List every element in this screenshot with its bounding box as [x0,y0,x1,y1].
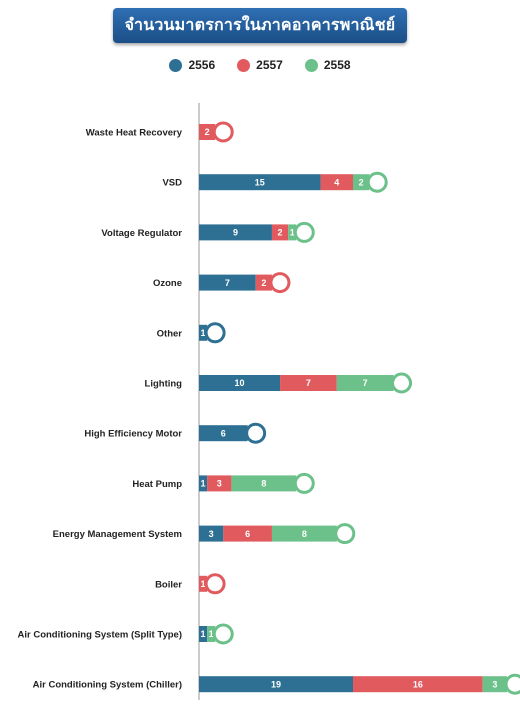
data-label-air-conditioning-system-chiller-2556: 19 [271,679,281,689]
bar-segment-voltage-regulator-2556 [199,224,272,241]
legend-item-2558: 2558 [304,58,351,72]
bar-segment-air-conditioning-system-chiller-2557 [353,676,483,693]
category-label-high-efficiency-motor: High Efficiency Motor [84,429,182,440]
category-label-energy-management-system: Energy Management System [53,529,182,540]
bar-segment-vsd-2556 [199,174,321,191]
bar-segment-ozone-2556 [199,274,256,291]
bar-end-marker-air-conditioning-system-chiller [504,673,520,695]
data-label-voltage-regulator-2558: 1 [290,228,295,238]
bar-segment-ozone-2557 [255,274,272,291]
data-label-heat-pump-2558: 8 [261,479,266,489]
data-label-other-2556: 1 [201,328,206,338]
bar-segment-vsd-2557 [320,174,353,191]
bar-segment-air-conditioning-system-split-type-2556 [199,626,208,642]
category-label-ozone: Ozone [153,278,182,289]
category-label-other: Other [157,328,183,339]
legend-swatch-2556 [169,58,183,72]
data-label-boiler-2557: 1 [201,579,206,589]
legend-item-2557: 2557 [237,58,283,72]
data-label-lighting-2558: 7 [363,378,368,388]
bar-end-marker-ozone [269,272,291,294]
bar-segment-boiler-2557 [199,575,208,592]
bar-segment-voltage-regulator-2557 [271,224,289,241]
bar-segment-air-conditioning-system-chiller-2558 [482,676,507,693]
bar-segment-lighting-2557 [280,375,337,391]
bar-segment-air-conditioning-system-split-type-2558 [207,626,216,642]
data-label-heat-pump-2557: 3 [217,479,222,489]
bar-segment-voltage-regulator-2558 [288,224,297,241]
bar-end-marker-vsd [366,171,388,193]
bar-segment-energy-management-system-2556 [199,525,224,542]
bar-segment-waste-heat-recovery-2557 [199,124,216,140]
data-label-air-conditioning-system-split-type-2558: 1 [209,629,214,639]
data-label-ozone-2557: 2 [261,278,266,288]
data-label-air-conditioning-system-chiller-2558: 3 [492,679,497,689]
legend-label-2557: 2557 [256,58,283,72]
bar-end-marker-high-efficiency-motor [245,422,267,444]
bar-segment-heat-pump-2556 [199,475,208,492]
legend: 2556 2557 2558 [0,58,520,72]
bar-end-marker-heat-pump [293,472,315,494]
data-label-air-conditioning-system-chiller-2557: 16 [413,679,423,689]
legend-swatch-2557 [237,58,251,72]
data-label-lighting-2557: 7 [306,378,311,388]
bar-segment-energy-management-system-2557 [223,525,272,542]
data-label-voltage-regulator-2557: 2 [278,228,283,238]
bar-segment-heat-pump-2557 [207,475,232,492]
data-label-energy-management-system-2556: 3 [209,529,214,539]
category-label-lighting: Lighting [145,379,183,390]
data-label-vsd-2558: 2 [359,177,364,187]
data-label-lighting-2556: 10 [235,378,245,388]
category-label-heat-pump: Heat Pump [132,479,182,490]
data-label-high-efficiency-motor-2556: 6 [221,428,226,438]
chart-title-container: จำนวนมาตรการในภาคอาคารพาณิชย์ [0,8,520,43]
bar-segment-other-2556 [199,324,208,341]
data-label-air-conditioning-system-split-type-2556: 1 [201,629,206,639]
bar-segment-lighting-2556 [199,375,281,391]
category-label-air-conditioning-system-chiller: Air Conditioning System (Chiller) [33,680,182,691]
category-label-boiler: Boiler [155,579,182,590]
data-label-vsd-2556: 15 [255,177,265,187]
bar-end-marker-air-conditioning-system-split-type [212,623,234,645]
bar-segment-energy-management-system-2558 [271,525,337,542]
bar-segment-air-conditioning-system-chiller-2556 [199,676,353,693]
bar-end-marker-lighting [391,372,413,394]
data-label-vsd-2557: 4 [334,177,339,187]
bar-end-marker-waste-heat-recovery [212,121,234,143]
data-label-ozone-2556: 7 [225,278,230,288]
legend-label-2556: 2556 [188,58,216,72]
legend-item-2556: 2556 [169,58,215,72]
data-label-voltage-regulator-2556: 9 [233,228,238,238]
category-label-vsd: VSD [162,178,182,189]
legend-label-2558: 2558 [323,58,351,72]
data-label-waste-heat-recovery-2557: 2 [205,127,210,137]
data-label-energy-management-system-2557: 6 [245,529,250,539]
bar-end-marker-boiler [204,573,226,595]
category-label-waste-heat-recovery: Waste Heat Recovery [86,128,183,139]
category-label-air-conditioning-system-split-type: Air Conditioning System (Split Type) [18,630,183,641]
bar-end-marker-other [204,322,226,344]
legend-swatch-2558 [304,58,318,72]
chart-title: จำนวนมาตรการในภาคอาคารพาณิชย์ [112,8,408,43]
bar-segment-lighting-2558 [336,375,394,391]
bar-segment-vsd-2558 [353,174,370,191]
bar-end-marker-energy-management-system [334,523,356,545]
bar-end-marker-voltage-regulator [293,221,315,243]
bar-segment-high-efficiency-motor-2556 [199,425,248,442]
data-label-energy-management-system-2558: 8 [302,529,307,539]
data-label-heat-pump-2556: 1 [201,479,206,489]
category-label-voltage-regulator: Voltage Regulator [101,228,182,239]
bar-segment-heat-pump-2558 [231,475,297,492]
